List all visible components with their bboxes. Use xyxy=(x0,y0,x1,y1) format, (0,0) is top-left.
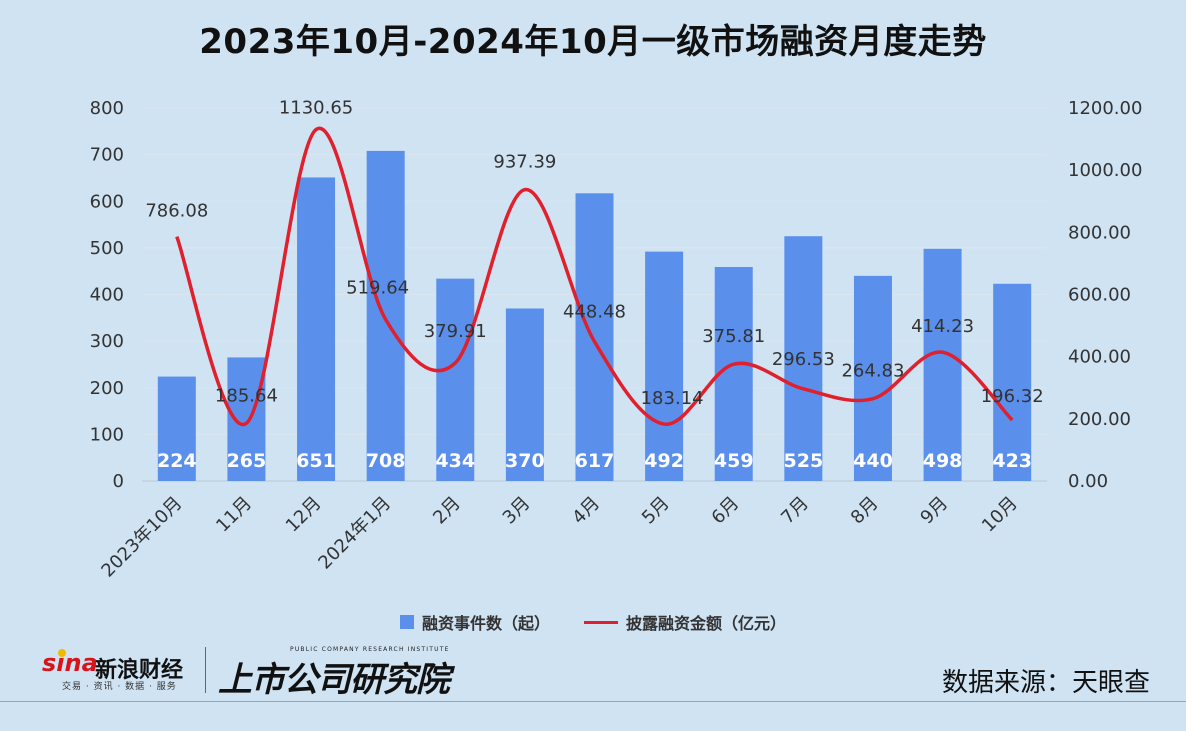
bar xyxy=(784,236,823,481)
category-label: 11月 xyxy=(212,493,256,537)
footer-divider xyxy=(0,701,1186,702)
left-tick-label: 700 xyxy=(90,145,124,166)
legend: 融资事件数（起） 披露融资金额（亿元） xyxy=(0,610,1186,634)
category-label: 9月 xyxy=(916,493,952,529)
bar xyxy=(575,193,614,482)
bar xyxy=(645,251,684,481)
bar-value-label: 459 xyxy=(714,450,754,472)
institute-name: 上市公司研究院 xyxy=(218,660,450,700)
line-value-label: 264.83 xyxy=(841,361,904,382)
bar-value-label: 370 xyxy=(505,450,545,472)
line-value-label: 375.81 xyxy=(702,326,765,347)
left-axis-ticks: 0 100 200 300 400 500 600 700 800 xyxy=(90,98,124,492)
right-axis-ticks: 0.00 200.00 400.00 600.00 800.00 1000.00 1200.… xyxy=(1068,98,1142,492)
bar-value-label: 440 xyxy=(853,450,893,472)
category-label: 2023年10月 xyxy=(97,493,186,582)
legend-bar-label: 融资事件数（起） xyxy=(421,614,550,633)
right-tick-label: 1200.00 xyxy=(1068,98,1142,119)
category-label: 2024年1月 xyxy=(314,493,395,574)
left-tick-label: 200 xyxy=(90,378,124,399)
line-value-label: 519.64 xyxy=(346,277,409,298)
bar-value-label: 498 xyxy=(923,450,963,472)
category-label: 6月 xyxy=(708,493,744,529)
category-label: 10月 xyxy=(978,493,1022,537)
category-label: 7月 xyxy=(777,493,813,529)
bar-value-label: 651 xyxy=(296,450,336,472)
data-source: 数据来源：天眼查 xyxy=(941,668,1150,698)
category-label: 5月 xyxy=(638,493,674,529)
bar-labels: 224 265 651 708 434 370 617 492 459 525 440 498 423 xyxy=(157,450,1032,472)
institute-english-name: PUBLIC COMPANY RESEARCH INSTITUTE xyxy=(290,646,450,653)
line-value-label: 183.14 xyxy=(641,388,704,409)
line-series xyxy=(175,126,1014,427)
brand-tagline: 交易 · 资讯 · 数据 · 服务 xyxy=(62,682,177,692)
legend-item-bar: 融资事件数（起） xyxy=(399,610,550,634)
bar-value-label: 492 xyxy=(644,450,684,472)
left-tick-label: 300 xyxy=(90,331,124,352)
bar-value-label: 265 xyxy=(227,450,267,472)
left-tick-label: 800 xyxy=(90,98,124,119)
line-value-label: 379.91 xyxy=(424,321,487,342)
category-label: 8月 xyxy=(847,493,883,529)
right-tick-label: 400.00 xyxy=(1068,347,1131,368)
bar xyxy=(505,308,544,481)
line-value-label: 448.48 xyxy=(563,302,626,323)
legend-line-label: 披露融资金额（亿元） xyxy=(626,614,787,633)
left-tick-label: 500 xyxy=(90,238,124,259)
left-tick-label: 400 xyxy=(90,285,124,306)
bar xyxy=(436,278,475,481)
bar-value-label: 224 xyxy=(157,450,197,472)
line-value-label: 786.08 xyxy=(145,201,208,222)
right-tick-label: 800.00 xyxy=(1068,222,1131,243)
legend-line-swatch xyxy=(584,620,618,624)
bar xyxy=(853,275,892,481)
bar-value-label: 423 xyxy=(992,450,1032,472)
right-tick-label: 1000.00 xyxy=(1068,160,1142,181)
bar xyxy=(157,376,196,481)
line-value-label: 296.53 xyxy=(772,349,835,370)
line-value-label: 414.23 xyxy=(911,316,974,337)
svg-text:sina: sina xyxy=(42,649,96,677)
line-value-label: 937.39 xyxy=(493,152,556,173)
category-label: 4月 xyxy=(568,493,604,529)
line-value-label: 196.32 xyxy=(981,386,1044,407)
legend-item-line: 披露融资金额（亿元） xyxy=(584,610,786,634)
chart-title: 2023年10月-2024年10月一级市场融资月度走势 xyxy=(199,22,987,62)
bar-series xyxy=(157,150,1032,482)
sina-logo-icon: sina xyxy=(42,649,96,677)
line-value-label: 185.64 xyxy=(215,385,278,406)
logo-divider xyxy=(205,647,206,693)
right-tick-label: 0.00 xyxy=(1068,471,1108,492)
category-label: 12月 xyxy=(282,493,326,537)
line-value-label: 1130.65 xyxy=(279,98,353,119)
bar xyxy=(923,248,962,481)
left-tick-label: 600 xyxy=(90,191,124,212)
left-tick-label: 100 xyxy=(90,424,124,445)
bar-value-label: 708 xyxy=(366,450,406,472)
bar xyxy=(297,177,336,481)
left-tick-label: 0 xyxy=(113,471,124,492)
line-path xyxy=(175,126,1014,427)
bar-value-label: 434 xyxy=(435,450,475,472)
category-label: 2月 xyxy=(429,493,465,529)
line-labels: 786.08 185.64 1130.65 519.64 379.91 937.39 448… xyxy=(145,98,1043,410)
legend-bar-swatch xyxy=(399,615,414,629)
category-label: 3月 xyxy=(499,493,535,529)
bar-value-label: 617 xyxy=(575,450,615,472)
bar-value-label: 525 xyxy=(784,450,824,472)
brand-name: 新浪财经 xyxy=(95,658,184,683)
right-tick-label: 600.00 xyxy=(1068,285,1131,306)
right-tick-label: 200.00 xyxy=(1068,409,1131,430)
combo-chart: 0 100 200 300 400 500 600 700 800 0.00 200.00 400.… xyxy=(90,98,1143,582)
bar xyxy=(993,283,1032,481)
